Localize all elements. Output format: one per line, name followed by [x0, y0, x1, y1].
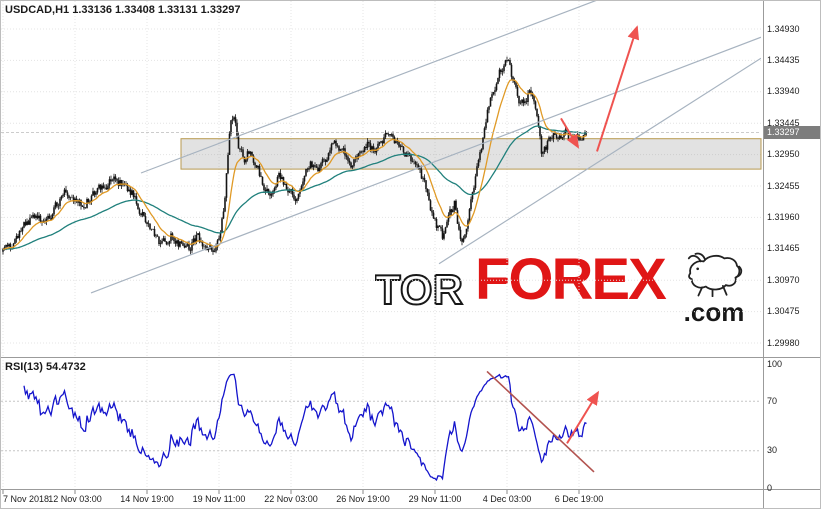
price-axis-label: 1.33940: [767, 86, 800, 97]
time-axis-label: 12 Nov 03:00: [48, 494, 102, 504]
rsi-axis-label: 30: [767, 445, 778, 456]
price-axis-label: 1.33445: [767, 117, 800, 128]
v-gridlines: [2, 1, 580, 488]
ma-fast-line: [2, 79, 587, 250]
time-tick-marks: [2, 490, 580, 494]
price-axis-label: 1.34930: [767, 23, 800, 34]
price-axis-label: 1.29980: [767, 337, 800, 348]
sr-zone[interactable]: [180, 138, 762, 170]
price-axis-label: 1.30970: [767, 274, 800, 285]
rsi-axis-label: 70: [767, 395, 778, 406]
symbol-ohlc-label: USDCAD,H1 1.33136 1.33408 1.33131 1.3329…: [5, 4, 241, 16]
time-axis-label: 7 Nov 2018: [3, 494, 50, 504]
time-axis-label: 26 Nov 19:00: [336, 494, 390, 504]
rsi-axis-label: 0: [767, 482, 773, 493]
price-axis-label: 1.30475: [767, 306, 800, 317]
channel-line[interactable]: [90, 36, 761, 294]
projection-arrow[interactable]: [596, 25, 640, 152]
rsi-indicator-label: RSI(13) 54.4732: [5, 361, 86, 373]
price-axis-label: 1.32455: [767, 180, 800, 191]
bull-logo-icon: [687, 252, 743, 297]
time-axis-label: 19 Nov 11:00: [192, 494, 246, 504]
rsi-level-lines: [1, 400, 761, 452]
watermark-tor: TOR: [375, 266, 463, 313]
time-axis-label: 14 Nov 19:00: [120, 494, 174, 504]
price-axis-label: 1.34435: [767, 54, 800, 65]
projection-arrow[interactable]: [560, 117, 580, 149]
rsi-axis-label: 100: [767, 358, 783, 369]
candlesticks: [2, 56, 588, 255]
rsi-projection-arrow[interactable]: [566, 390, 600, 444]
time-axis-label: 6 Dec 19:00: [554, 494, 604, 504]
watermark-com: .com: [683, 297, 745, 327]
time-axis-label: 29 Nov 11:00: [408, 494, 462, 504]
time-axis-label: 4 Dec 03:00: [482, 494, 532, 504]
trend-channel-lines[interactable]: [90, 1, 761, 294]
price-axis-label: 1.31465: [767, 243, 800, 254]
rsi-trendline[interactable]: [486, 370, 595, 473]
channel-line[interactable]: [438, 57, 761, 265]
current-price-tag: 1.33297: [764, 126, 820, 140]
channel-line[interactable]: [140, 1, 601, 174]
torforex-watermark: TOR FOREX .com: [375, 251, 755, 339]
price-axis-label: 1.32950: [767, 149, 800, 160]
ma-slow-line: [3, 125, 587, 250]
time-axis-label: 22 Nov 03:00: [264, 494, 318, 504]
price-axis-label: 1.31960: [767, 211, 800, 222]
rsi-line: [23, 373, 587, 482]
watermark-tor-text: TOR: [375, 265, 464, 314]
